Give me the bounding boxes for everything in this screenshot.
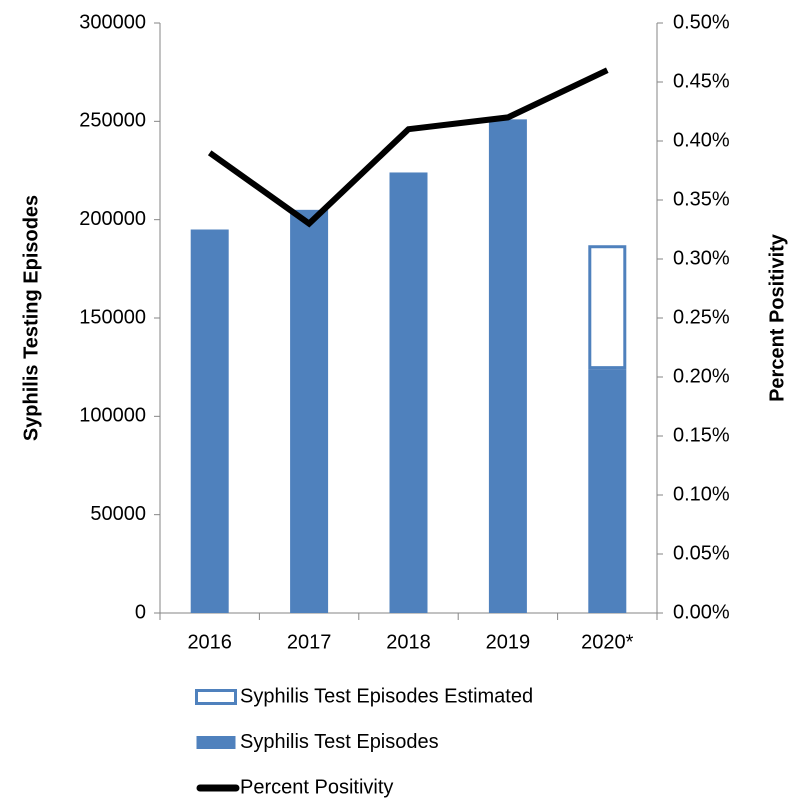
y2-tick-label: 0.00% xyxy=(673,601,730,623)
y2-tick-label: 0.15% xyxy=(673,424,730,446)
legend-label: Syphilis Test Episodes xyxy=(240,731,439,753)
y2-tick-label: 0.40% xyxy=(673,129,730,151)
y2-tick-label: 0.50% xyxy=(673,11,730,33)
bar xyxy=(290,209,329,614)
bar xyxy=(588,369,627,613)
bar xyxy=(389,172,428,613)
y-tick-label: 200000 xyxy=(79,208,146,230)
y-tick-label: 250000 xyxy=(79,110,146,132)
y-axis-title: Syphilis Testing Episodes xyxy=(20,195,42,441)
legend-label: Percent Positivity xyxy=(240,776,393,798)
x-tick-label: 2020* xyxy=(581,631,633,653)
bar xyxy=(488,119,527,613)
bar xyxy=(190,229,229,613)
y2-tick-label: 0.20% xyxy=(673,365,730,387)
y2-tick-label: 0.45% xyxy=(673,70,730,92)
legend-swatch xyxy=(196,736,236,749)
y2-axis-title: Percent Positivity xyxy=(766,233,788,402)
y2-tick-label: 0.10% xyxy=(673,483,730,505)
y-tick-label: 50000 xyxy=(90,503,146,525)
y2-tick-label: 0.25% xyxy=(673,306,730,328)
y-tick-label: 300000 xyxy=(79,11,146,33)
x-tick-label: 2018 xyxy=(386,631,431,653)
bar-estimated xyxy=(588,245,627,370)
x-tick-label: 2019 xyxy=(486,631,531,653)
x-tick-label: 2017 xyxy=(287,631,332,653)
y2-tick-label: 0.30% xyxy=(673,247,730,269)
y-tick-label: 150000 xyxy=(79,306,146,328)
legend-swatch xyxy=(195,689,237,705)
x-tick-label: 2016 xyxy=(187,631,232,653)
y-tick-label: 0 xyxy=(135,601,146,623)
legend-label: Syphilis Test Episodes Estimated xyxy=(240,685,533,707)
line xyxy=(207,67,609,228)
y2-tick-label: 0.05% xyxy=(673,542,730,564)
y2-tick-label: 0.35% xyxy=(673,188,730,210)
y-tick-label: 100000 xyxy=(79,405,146,427)
